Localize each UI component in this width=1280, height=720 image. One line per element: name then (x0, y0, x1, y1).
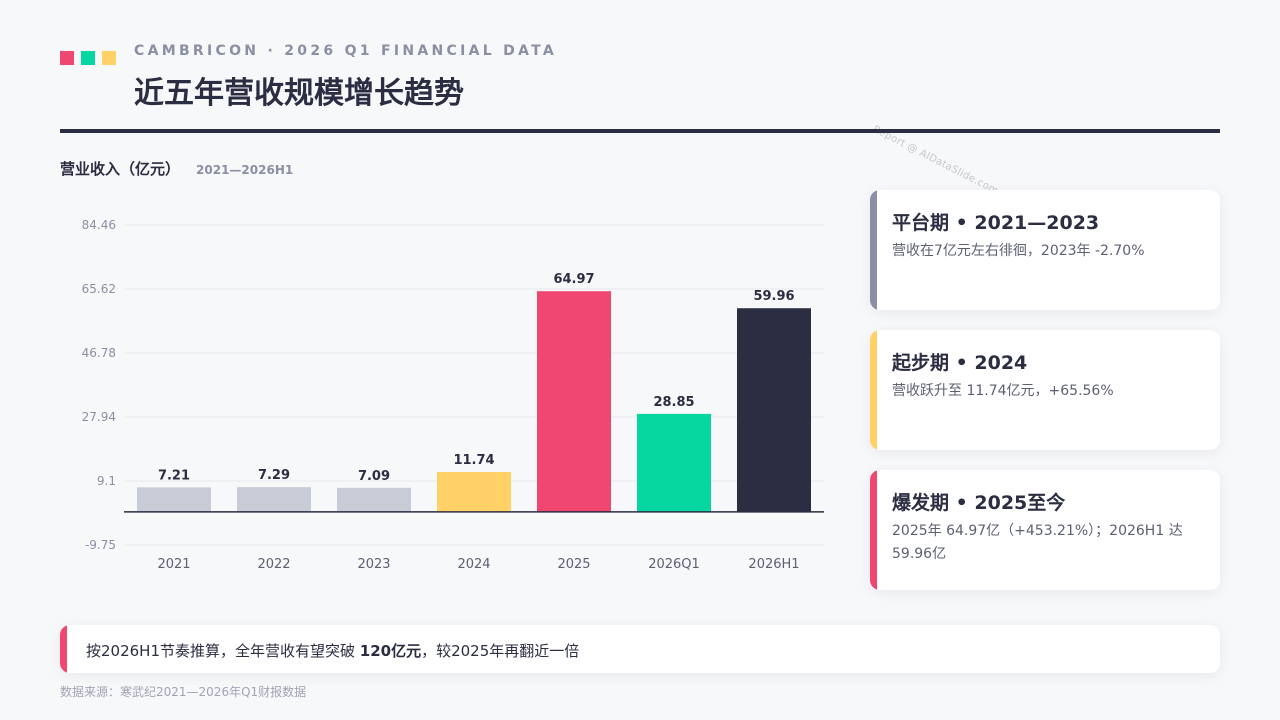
bar (537, 291, 611, 512)
card-description: 营收跃升至 11.74亿元，+65.56% (892, 383, 1114, 399)
card-description: 营收在7亿元左右徘徊，2023年 -2.70% (892, 243, 1145, 259)
chart-header: 营业收入（亿元） 2021—2026H1 (60, 158, 293, 179)
data-source: 数据来源：寒武纪2021—2026年Q1财报数据 (60, 685, 307, 699)
bar (137, 487, 211, 512)
card-accent-bar (870, 470, 877, 590)
watermark: Report @ AIDataSlide.com (871, 124, 1001, 198)
card-title: 起步期 • 2024 (892, 352, 1028, 374)
bar (737, 308, 811, 512)
bar-value-label: 7.09 (358, 469, 390, 484)
bar-value-label: 11.74 (453, 453, 494, 468)
revenue-bar-chart: -9.75 9.1 27.94 46.78 65.62 84.46 7.21 2021 7.29… (82, 218, 824, 572)
square-red (60, 51, 74, 65)
card-start: 起步期 • 2024 营收跃升至 11.74亿元，+65.56% (870, 330, 1220, 450)
card-title: 平台期 • 2021—2023 (892, 212, 1100, 234)
x-category-label: 2021 (157, 557, 190, 572)
header-divider (60, 129, 1220, 133)
note-prefix: 按2026H1节奏推算，全年营收有望突破 (86, 642, 360, 660)
square-yellow (102, 51, 116, 65)
y-tick-label: 46.78 (82, 346, 116, 360)
bar (337, 487, 411, 512)
x-category-label: 2022 (257, 557, 290, 572)
card-description: 2025年 64.97亿（+453.21%）；2026H1 达 59.96亿 (892, 523, 1183, 562)
bar-value-label: 59.96 (753, 289, 794, 304)
bar-value-label: 64.97 (553, 272, 594, 287)
card-accent-bar (870, 330, 877, 450)
bar (437, 472, 511, 512)
bar (637, 413, 711, 512)
card-title: 爆发期 • 2025至今 (892, 492, 1066, 514)
y-tick-label: 84.46 (82, 218, 116, 232)
y-tick-label: -9.75 (85, 538, 116, 552)
note-text: 按2026H1节奏推算，全年营收有望突破 120亿元，较2025年再翻近一倍 (86, 640, 579, 661)
bar (237, 487, 311, 512)
y-tick-label: 9.1 (97, 474, 116, 488)
square-green (81, 51, 95, 65)
chart-title: 营业收入（亿元） (60, 160, 181, 178)
card-accent-bar (870, 190, 877, 310)
x-category-label: 2026H1 (748, 557, 799, 572)
bar-value-label: 7.21 (158, 468, 190, 483)
y-tick-label: 65.62 (82, 282, 116, 296)
page-title: 近五年营收规模增长趋势 (134, 76, 464, 111)
chart-range: 2021—2026H1 (196, 163, 294, 177)
card-boom: 爆发期 • 2025至今 2025年 64.97亿（+453.21%）；2026… (870, 470, 1220, 590)
brand-squares (60, 51, 116, 65)
note-highlight: 120亿元 (359, 642, 422, 660)
bar-value-label: 28.85 (653, 395, 694, 410)
x-category-label: 2024 (457, 557, 490, 572)
x-category-label: 2026Q1 (648, 557, 700, 572)
card-plateau: 平台期 • 2021—2023 营收在7亿元左右徘徊，2023年 -2.70% (870, 190, 1220, 310)
bar-value-label: 7.29 (258, 468, 290, 483)
projection-note: 按2026H1节奏推算，全年营收有望突破 120亿元，较2025年再翻近一倍 (60, 625, 1220, 673)
note-suffix: ，较2025年再翻近一倍 (421, 642, 580, 660)
x-category-label: 2023 (357, 557, 390, 572)
eyebrow-text: CAMBRICON · 2026 Q1 FINANCIAL DATA (134, 43, 558, 59)
y-tick-label: 27.94 (82, 410, 116, 424)
x-category-label: 2025 (557, 557, 590, 572)
note-accent-bar (60, 625, 67, 673)
